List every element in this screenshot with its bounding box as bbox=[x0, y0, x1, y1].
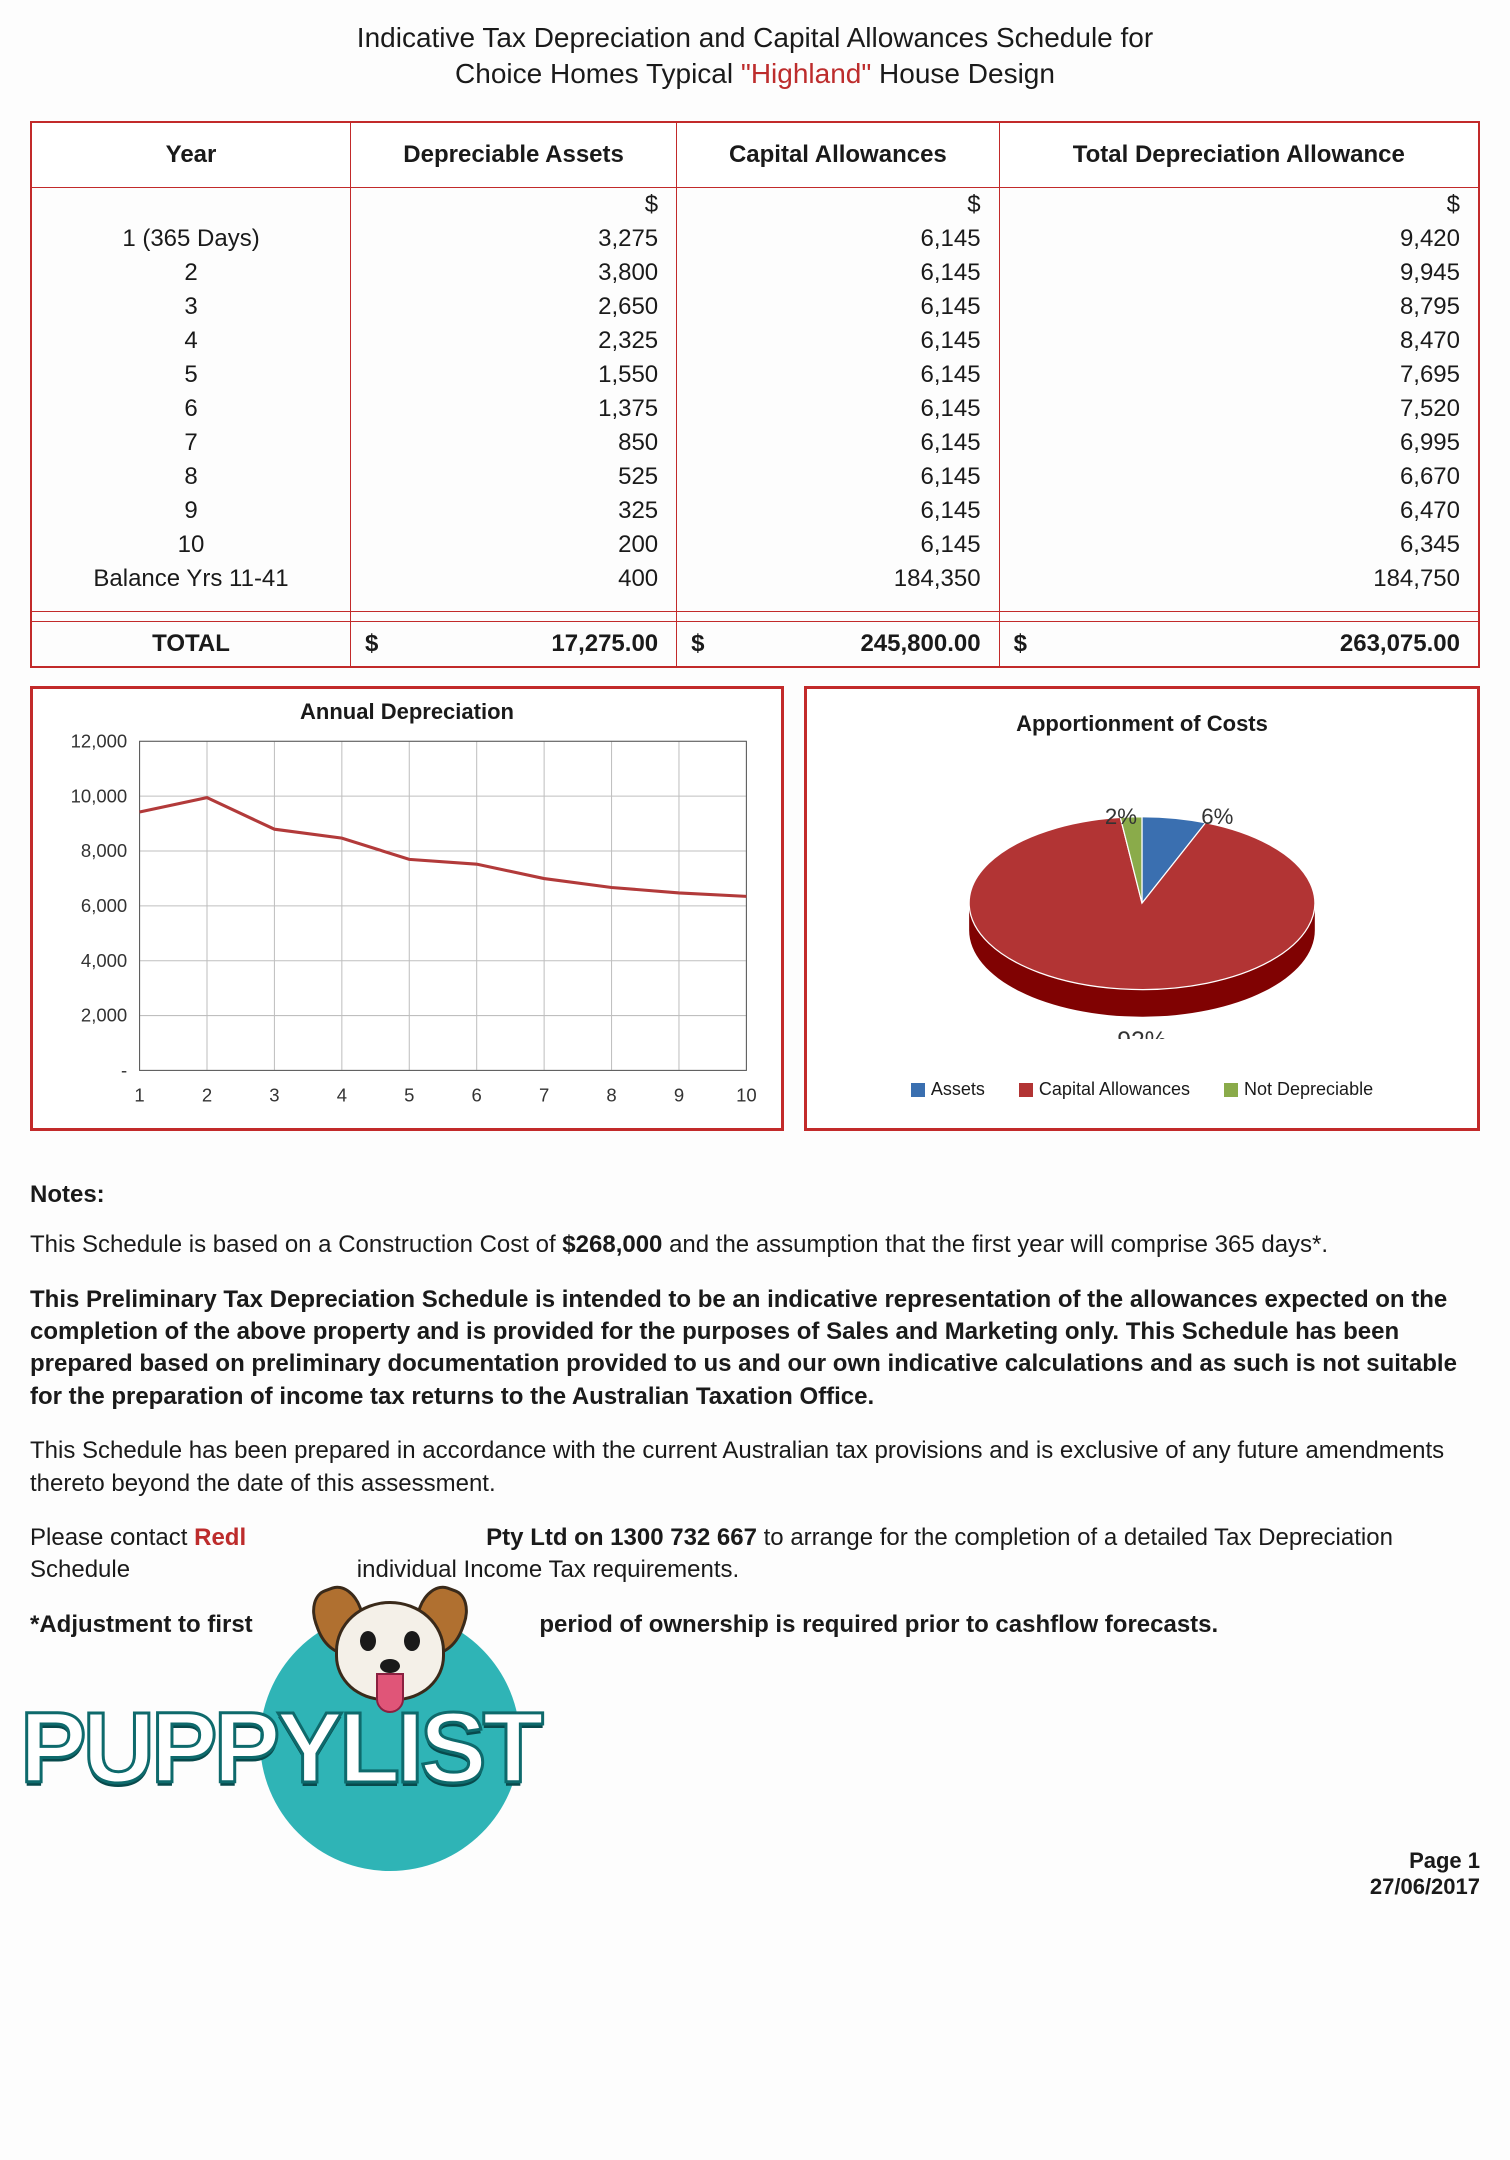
col-allowances: Capital Allowances bbox=[677, 122, 999, 188]
table-row: 42,3256,1458,470 bbox=[31, 324, 1479, 358]
pie-chart-box: Apportionment of Costs 6% 2% 92% Assets Ca… bbox=[804, 686, 1480, 1131]
total-row: TOTAL$17,275.00$245,800.00$263,075.00 bbox=[31, 622, 1479, 668]
notes-p5: *Adjustment to first period of ownership… bbox=[30, 1609, 1480, 1641]
svg-text:4,000: 4,000 bbox=[81, 950, 127, 971]
table-row: 61,3756,1457,520 bbox=[31, 392, 1479, 426]
depreciation-table: Year Depreciable Assets Capital Allowanc… bbox=[30, 121, 1480, 669]
footer-date: 27/06/2017 bbox=[1370, 1874, 1480, 1900]
legend-capital: Capital Allowances bbox=[1019, 1079, 1190, 1100]
pie-legend: Assets Capital Allowances Not Depreciabl… bbox=[821, 1079, 1463, 1100]
svg-text:8,000: 8,000 bbox=[81, 840, 127, 861]
svg-text:6,000: 6,000 bbox=[81, 895, 127, 916]
table-row: 102006,1456,345 bbox=[31, 528, 1479, 562]
svg-text:-: - bbox=[121, 1060, 127, 1081]
notes-p1: This Schedule is based on a Construction… bbox=[30, 1229, 1480, 1261]
svg-text:6: 6 bbox=[472, 1085, 482, 1106]
notes-section: Notes: This Schedule is based on a Const… bbox=[30, 1179, 1480, 1641]
table-row: 85256,1456,670 bbox=[31, 460, 1479, 494]
table-row: 51,5506,1457,695 bbox=[31, 358, 1479, 392]
table-row: 93256,1456,470 bbox=[31, 494, 1479, 528]
svg-text:2,000: 2,000 bbox=[81, 1005, 127, 1026]
svg-text:6%: 6% bbox=[1201, 804, 1233, 829]
table-row: 78506,1456,995 bbox=[31, 426, 1479, 460]
svg-text:8: 8 bbox=[606, 1085, 616, 1106]
line-chart-box: Annual Depreciation - 2,000 4,000 6,000 8,00… bbox=[30, 686, 784, 1131]
overlay-dog-icon bbox=[320, 1581, 460, 1721]
pie-chart-title: Apportionment of Costs bbox=[821, 711, 1463, 737]
table-row: Balance Yrs 11-41400184,350184,750 bbox=[31, 562, 1479, 596]
notes-p3: This Schedule has been prepared in accor… bbox=[30, 1435, 1480, 1500]
page-footer: Page 1 27/06/2017 bbox=[30, 1848, 1480, 1900]
title-line1: Indicative Tax Depreciation and Capital … bbox=[357, 22, 1153, 53]
col-year: Year bbox=[31, 122, 351, 188]
svg-text:3: 3 bbox=[269, 1085, 279, 1106]
title-highlight: "Highland" bbox=[741, 58, 871, 89]
puppylist-overlay: PUPPYLIST Quantity Surveyors PTY LTD bbox=[20, 1691, 720, 1818]
legend-assets: Assets bbox=[911, 1079, 985, 1100]
table-header-row: Year Depreciable Assets Capital Allowanc… bbox=[31, 122, 1479, 188]
notes-heading: Notes: bbox=[30, 1179, 1480, 1211]
table-row: 23,8006,1459,945 bbox=[31, 256, 1479, 290]
col-total: Total Depreciation Allowance bbox=[999, 122, 1479, 188]
notes-p4: Please contact Redl Pty Ltd on 1300 732 … bbox=[30, 1522, 1480, 1587]
pie-chart-svg: 6% 2% 92% bbox=[821, 755, 1463, 1039]
svg-text:5: 5 bbox=[404, 1085, 414, 1106]
svg-text:7: 7 bbox=[539, 1085, 549, 1106]
charts-row: Annual Depreciation - 2,000 4,000 6,000 8,00… bbox=[30, 686, 1480, 1131]
svg-text:9: 9 bbox=[674, 1085, 684, 1106]
page-title: Indicative Tax Depreciation and Capital … bbox=[30, 20, 1480, 93]
footer-page: Page 1 bbox=[1370, 1848, 1480, 1874]
table-row: 1 (365 Days)3,2756,1459,420 bbox=[31, 222, 1479, 256]
title-line2-pre: Choice Homes Typical bbox=[455, 58, 741, 89]
table-row: 32,6506,1458,795 bbox=[31, 290, 1479, 324]
svg-text:92%: 92% bbox=[1117, 1028, 1166, 1039]
line-chart-svg: - 2,000 4,000 6,000 8,000 10,000 12,000 1 2 3 4 5 6 7… bbox=[47, 731, 767, 1112]
currency-row: $$$ bbox=[31, 187, 1479, 222]
svg-text:12,000: 12,000 bbox=[71, 731, 128, 751]
notes-p2: This Preliminary Tax Depreciation Schedu… bbox=[30, 1284, 1480, 1414]
legend-notdep: Not Depreciable bbox=[1224, 1079, 1373, 1100]
col-assets: Depreciable Assets bbox=[351, 122, 677, 188]
title-line2-post: House Design bbox=[871, 58, 1055, 89]
svg-text:10,000: 10,000 bbox=[71, 786, 128, 807]
line-chart-title: Annual Depreciation bbox=[47, 699, 767, 725]
svg-text:1: 1 bbox=[134, 1085, 144, 1106]
svg-text:10: 10 bbox=[736, 1085, 757, 1106]
svg-text:2: 2 bbox=[202, 1085, 212, 1106]
svg-text:2%: 2% bbox=[1105, 804, 1137, 829]
svg-text:4: 4 bbox=[337, 1085, 347, 1106]
